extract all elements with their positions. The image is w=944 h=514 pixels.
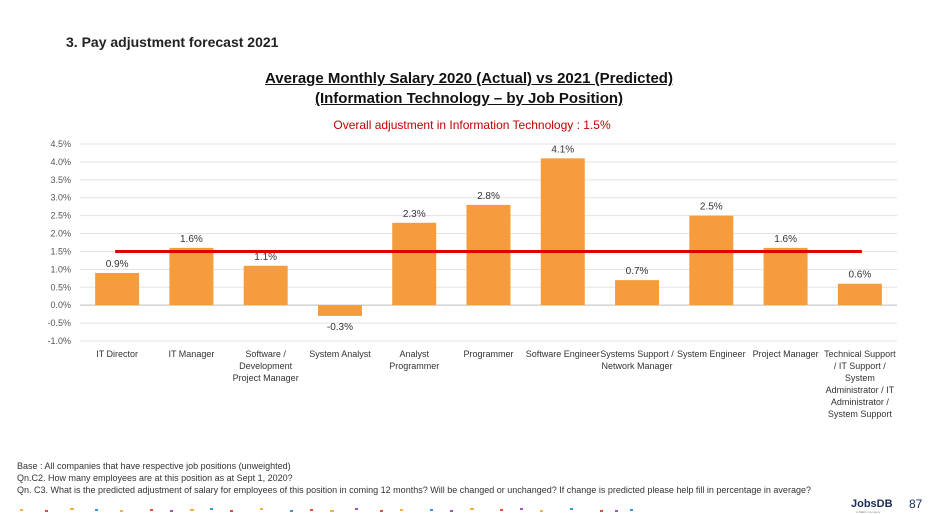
value-label: 2.3%	[403, 209, 426, 220]
bar	[243, 265, 288, 306]
footnote-qn-c3: Qn. C3. What is the predicted adjustment…	[17, 485, 811, 495]
bar-chart: 4.5% 4.0% 3.5% 3.0% 2.5% 2.0% 1.5% 1.0% 0.5% 0.0%…	[47, 139, 897, 419]
x-tick-label: Software Engineer	[526, 349, 600, 359]
bars	[95, 158, 882, 316]
bar	[169, 247, 214, 306]
x-tick-label: Systems Support /	[600, 349, 674, 359]
x-tick-label: Programmer	[463, 349, 513, 359]
chart-title-line-2: (Information Technology – by Job Positio…	[314, 90, 624, 107]
bar	[540, 158, 585, 306]
jobsdb-logo: JobsDB	[851, 498, 893, 510]
bar	[689, 215, 734, 306]
x-tick-label: System Engineer	[677, 349, 746, 359]
x-tick-label: Administrator /	[831, 397, 890, 407]
confetti-decoration	[20, 508, 633, 512]
x-tick-label: Development	[239, 361, 293, 371]
page-number: 87	[909, 497, 923, 511]
value-label: -0.3%	[327, 322, 353, 333]
value-label: 1.6%	[774, 234, 797, 245]
value-label: 0.9%	[106, 259, 129, 270]
y-tick-label: 0.5%	[50, 282, 71, 292]
bar	[466, 204, 511, 306]
bar	[317, 305, 362, 316]
section-title: 3. Pay adjustment forecast 2021	[66, 34, 279, 50]
footnote-base: Base : All companies that have respectiv…	[17, 461, 291, 471]
y-tick-label: 2.5%	[50, 211, 71, 221]
jobsdb-logo-subtitle: A SEEK Company	[856, 510, 881, 514]
x-tick-label: Analyst	[399, 349, 429, 359]
y-tick-label: -0.5%	[47, 318, 71, 328]
value-label: 1.6%	[180, 234, 203, 245]
x-tick-label: IT Director	[96, 349, 138, 359]
x-tick-label: System	[845, 373, 875, 383]
bar	[392, 222, 437, 306]
y-axis-labels: 4.5% 4.0% 3.5% 3.0% 2.5% 2.0% 1.5% 1.0% 0.5% 0.0%…	[47, 139, 71, 346]
y-tick-label: 4.0%	[50, 157, 71, 167]
footnotes: Base : All companies that have respectiv…	[17, 460, 811, 496]
x-tick-label: System Support	[828, 409, 893, 419]
x-axis-labels: IT Director IT Manager Software / Developme…	[96, 349, 896, 419]
y-tick-label: 1.0%	[50, 264, 71, 274]
x-tick-label: Project Manager	[753, 349, 819, 359]
x-tick-label: Network Manager	[602, 361, 673, 371]
y-tick-label: 2.0%	[50, 229, 71, 239]
y-tick-label: 4.5%	[50, 139, 71, 149]
bar	[837, 283, 882, 306]
value-label: 1.1%	[254, 252, 277, 263]
value-labels: 0.9% 1.6% 1.1% -0.3% 2.3% 2.8% 4.1% 0.7% 2.5% 1.6…	[106, 144, 872, 333]
footnote-qn-c2: Qn.C2. How many employees are at this po…	[17, 473, 293, 483]
chart-subtitle: Overall adjustment in Information Techno…	[333, 118, 611, 132]
bar	[615, 280, 660, 306]
x-tick-label: / IT Support /	[834, 361, 886, 371]
y-tick-label: -1.0%	[47, 336, 71, 346]
x-tick-label: IT Manager	[168, 349, 214, 359]
value-label: 0.7%	[626, 266, 649, 277]
value-label: 4.1%	[551, 144, 574, 155]
x-tick-label: Technical Support	[824, 349, 896, 359]
bar	[763, 247, 808, 306]
x-tick-label: Project Manager	[233, 373, 299, 383]
value-label: 0.6%	[848, 270, 871, 281]
y-tick-label: 1.5%	[50, 246, 71, 256]
y-tick-label: 0.0%	[50, 300, 71, 310]
x-tick-label: Programmer	[389, 361, 439, 371]
y-tick-label: 3.5%	[50, 175, 71, 185]
y-tick-label: 3.0%	[50, 193, 71, 203]
chart-title-line-1: Average Monthly Salary 2020 (Actual) vs …	[265, 70, 673, 87]
x-tick-label: Administrator / IT	[826, 385, 895, 395]
value-label: 2.8%	[477, 191, 500, 202]
value-label: 2.5%	[700, 202, 723, 213]
x-tick-label: System Analyst	[309, 349, 371, 359]
bar	[95, 272, 140, 306]
x-tick-label: Software /	[245, 349, 286, 359]
